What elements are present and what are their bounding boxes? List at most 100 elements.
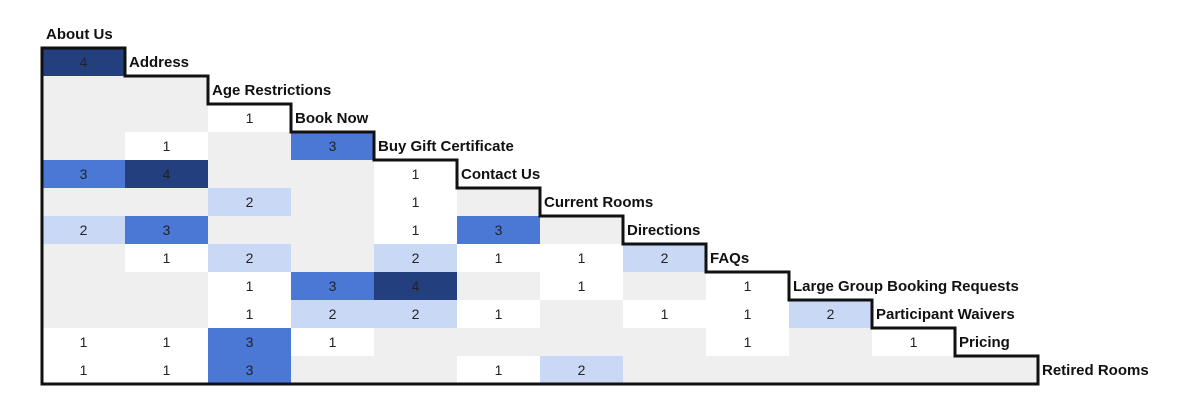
cell-count-label: 3 <box>329 138 337 154</box>
matrix-cell <box>291 216 374 244</box>
matrix-cell <box>291 328 374 356</box>
cell-count-label: 1 <box>910 334 918 350</box>
cell-count-label: 3 <box>495 222 503 238</box>
matrix-cell <box>706 356 789 384</box>
cell-count-label: 1 <box>495 306 503 322</box>
matrix-cell <box>872 328 955 356</box>
matrix-cell <box>208 104 291 132</box>
cell-count-label: 1 <box>246 306 254 322</box>
matrix-cell <box>706 272 789 300</box>
cell-count-label: 4 <box>80 54 88 70</box>
matrix-cell <box>540 216 623 244</box>
cell-count-label: 4 <box>163 166 171 182</box>
matrix-cell <box>125 300 208 328</box>
cell-count-label: 2 <box>329 306 337 322</box>
matrix-cell <box>374 216 457 244</box>
cell-count-label: 1 <box>246 110 254 126</box>
cell-count-label: 1 <box>329 334 337 350</box>
matrix-cell <box>872 356 955 384</box>
cell-count-label: 1 <box>495 250 503 266</box>
item-label: Large Group Booking Requests <box>793 278 1019 295</box>
matrix-cell <box>208 132 291 160</box>
matrix-cell <box>42 76 125 104</box>
cell-count-label: 1 <box>744 334 752 350</box>
cell-count-label: 1 <box>744 306 752 322</box>
cell-count-label: 2 <box>827 306 835 322</box>
matrix-cell <box>291 160 374 188</box>
item-label: Directions <box>627 222 700 239</box>
matrix-cell <box>42 272 125 300</box>
matrix-cell <box>208 328 291 356</box>
matrix-cell <box>291 132 374 160</box>
item-label: Retired Rooms <box>1042 362 1149 379</box>
matrix-cell <box>42 132 125 160</box>
matrix-cell <box>125 356 208 384</box>
item-label: FAQs <box>710 250 749 267</box>
matrix-cell <box>208 244 291 272</box>
matrix-cell <box>125 132 208 160</box>
cell-count-label: 2 <box>661 250 669 266</box>
matrix-cell <box>42 104 125 132</box>
matrix-cell <box>457 328 540 356</box>
cell-count-label: 2 <box>80 222 88 238</box>
matrix-cell <box>125 272 208 300</box>
matrix-cell <box>125 76 208 104</box>
cell-count-label: 1 <box>578 278 586 294</box>
matrix-cell <box>125 188 208 216</box>
cell-count-label: 1 <box>578 250 586 266</box>
matrix-cell <box>623 300 706 328</box>
cell-count-label: 1 <box>246 278 254 294</box>
matrix-cell <box>291 356 374 384</box>
matrix-cell <box>42 356 125 384</box>
item-label: About Us <box>46 26 113 43</box>
matrix-cell <box>374 272 457 300</box>
item-label: Contact Us <box>461 166 540 183</box>
cell-count-label: 1 <box>163 362 171 378</box>
matrix-cell <box>291 188 374 216</box>
matrix-cell <box>457 356 540 384</box>
cell-count-label: 1 <box>412 222 420 238</box>
matrix-cell <box>789 328 872 356</box>
cell-count-label: 3 <box>246 362 254 378</box>
item-label: Address <box>129 54 189 71</box>
matrix-cell <box>291 300 374 328</box>
item-label: Buy Gift Certificate <box>378 138 514 155</box>
matrix-cell <box>125 216 208 244</box>
cell-count-label: 1 <box>495 362 503 378</box>
matrix-cell <box>291 272 374 300</box>
matrix-cell <box>42 300 125 328</box>
cell-count-label: 1 <box>744 278 752 294</box>
matrix-cell <box>457 216 540 244</box>
cell-count-label: 2 <box>578 362 586 378</box>
cell-count-label: 2 <box>412 306 420 322</box>
matrix-cell <box>540 300 623 328</box>
cell-count-label: 1 <box>80 334 88 350</box>
cell-count-label: 3 <box>163 222 171 238</box>
matrix-cell <box>42 216 125 244</box>
matrix-cell <box>42 244 125 272</box>
cell-count-label: 1 <box>163 334 171 350</box>
matrix-cell <box>291 244 374 272</box>
matrix-cell <box>457 244 540 272</box>
matrix-cell <box>125 244 208 272</box>
item-label: Age Restrictions <box>212 82 331 99</box>
cell-count-label: 1 <box>661 306 669 322</box>
matrix-cell <box>623 328 706 356</box>
matrix-cell <box>125 104 208 132</box>
cell-count-label: 1 <box>80 362 88 378</box>
matrix-cell <box>374 356 457 384</box>
item-label: Book Now <box>295 110 369 127</box>
matrix-cell <box>457 300 540 328</box>
matrix-cell <box>706 328 789 356</box>
item-label: Current Rooms <box>544 194 653 211</box>
matrix-cell <box>208 188 291 216</box>
matrix-cell <box>125 328 208 356</box>
cell-count-label: 4 <box>412 278 420 294</box>
matrix-cell <box>540 356 623 384</box>
matrix-cell <box>540 244 623 272</box>
matrix-cell <box>208 300 291 328</box>
matrix-counts: 4 1 1 3 3 4 1 2 1 2 3 1 3 1 2 2 1 1 2 1 3 4 1 1 1 2 2 1 1 1 2 1 1 3 1 1 1 1 1 3… <box>80 54 918 378</box>
matrix-cell <box>208 216 291 244</box>
matrix-cell <box>374 244 457 272</box>
